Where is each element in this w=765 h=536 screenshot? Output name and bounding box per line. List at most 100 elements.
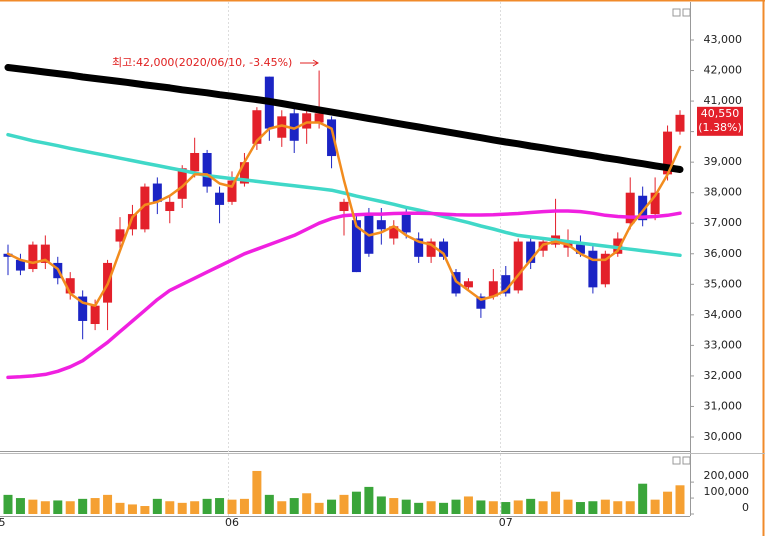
- volume-bar: [476, 500, 486, 514]
- y-tick-label: 33,000: [704, 338, 743, 351]
- candle-body: [426, 241, 436, 257]
- candle-body: [327, 119, 337, 157]
- volume-bar: [264, 494, 274, 514]
- volume-bar: [588, 501, 598, 514]
- y-tick-label: 32,000: [704, 369, 743, 382]
- candle-body: [78, 296, 88, 321]
- volume-bar: [327, 499, 337, 514]
- candle-body: [526, 241, 536, 263]
- last-price-box: [697, 106, 743, 136]
- candle-body: [15, 259, 25, 271]
- moving-average-line: [4, 64, 684, 173]
- y-tick-label: 42,000: [704, 64, 743, 77]
- y2-tick-label: 100,000: [704, 485, 750, 498]
- candle-body: [239, 162, 249, 184]
- moving-average-line: [6, 121, 682, 307]
- volume-bar: [239, 498, 249, 514]
- candle-body: [165, 201, 175, 212]
- volume-bar: [625, 501, 635, 514]
- volume-bar: [551, 491, 561, 514]
- last-price-label: 40,550: [701, 107, 740, 120]
- y-tick-label: 36,000: [704, 247, 743, 260]
- candle-body: [115, 229, 125, 242]
- volume-bar: [252, 470, 262, 514]
- candle-body: [289, 113, 299, 141]
- panel-button[interactable]: [682, 456, 691, 465]
- candle-body: [650, 192, 660, 215]
- volume-bar: [190, 501, 200, 514]
- volume-bar: [575, 502, 585, 514]
- candle-body: [414, 238, 424, 257]
- y2-tick-label: 0: [742, 501, 749, 514]
- volume-bar: [314, 502, 324, 514]
- candle-body: [488, 281, 498, 297]
- candle-body: [190, 152, 200, 172]
- candle-body: [202, 152, 212, 187]
- volume-bar: [439, 502, 449, 514]
- volume-bar: [53, 500, 63, 514]
- candle-body: [215, 192, 225, 205]
- annotation-arrow-head: [312, 59, 319, 67]
- volume-bar: [451, 499, 461, 514]
- candle-body: [277, 116, 287, 138]
- panel-button[interactable]: [682, 8, 691, 17]
- volume-bar: [103, 494, 113, 514]
- x-tick-label: 06: [225, 516, 239, 529]
- candle-body: [376, 220, 386, 230]
- volume-bar: [127, 504, 137, 514]
- candle-body: [65, 278, 75, 294]
- volume-bar: [538, 501, 548, 514]
- volume-bar: [28, 499, 38, 514]
- candle-body: [302, 113, 312, 129]
- volume-bar: [613, 501, 623, 514]
- candle-body: [339, 201, 349, 212]
- volume-bar: [140, 506, 150, 514]
- volume-bar: [463, 496, 473, 514]
- y2-tick-label: 200,000: [704, 469, 750, 482]
- candle-body: [663, 131, 673, 175]
- volume-bar: [376, 496, 386, 514]
- volume-bar: [488, 501, 498, 514]
- volume-bar: [3, 494, 13, 514]
- candle-body: [177, 168, 187, 199]
- candle-body: [90, 305, 100, 325]
- y-tick-label: 35,000: [704, 277, 743, 290]
- candle-body: [588, 250, 598, 288]
- volume-bar: [501, 502, 511, 514]
- candle-body: [513, 241, 523, 291]
- last-change-label: (1.38%): [698, 121, 742, 134]
- candle-body: [638, 195, 648, 221]
- candle-body: [389, 226, 399, 239]
- candle-body: [127, 214, 137, 230]
- y-tick-label: 38,000: [704, 186, 743, 199]
- panel-button[interactable]: [672, 456, 681, 465]
- panel-button[interactable]: [672, 8, 681, 17]
- volume-bar: [563, 499, 573, 514]
- candle-body: [600, 253, 610, 285]
- candle-body: [625, 192, 635, 224]
- candle-body: [351, 220, 361, 273]
- y-tick-label: 39,000: [704, 155, 743, 168]
- x-tick-label: 07: [499, 516, 513, 529]
- candle-body: [463, 281, 473, 288]
- annotation: 최고:42,000(2020/06/10, -3.45%): [112, 56, 292, 69]
- volume-bar: [65, 501, 75, 514]
- candle-body: [227, 180, 237, 202]
- y-tick-label: 37,000: [704, 216, 743, 229]
- volume-bar: [663, 491, 673, 514]
- volume-bar: [115, 502, 125, 514]
- volume-bar: [215, 498, 225, 514]
- volume-bar: [289, 498, 299, 514]
- volume-bar: [600, 499, 610, 514]
- volume-bar: [638, 483, 648, 514]
- volume-bar: [202, 498, 212, 514]
- candle-body: [252, 110, 262, 144]
- volume-bar: [177, 502, 187, 514]
- candle-body: [314, 113, 324, 123]
- volume-bar: [165, 501, 175, 514]
- y-tick-label: 41,000: [704, 94, 743, 107]
- candle-body: [140, 186, 150, 230]
- volume-bar: [389, 498, 399, 514]
- candle-body: [476, 296, 486, 309]
